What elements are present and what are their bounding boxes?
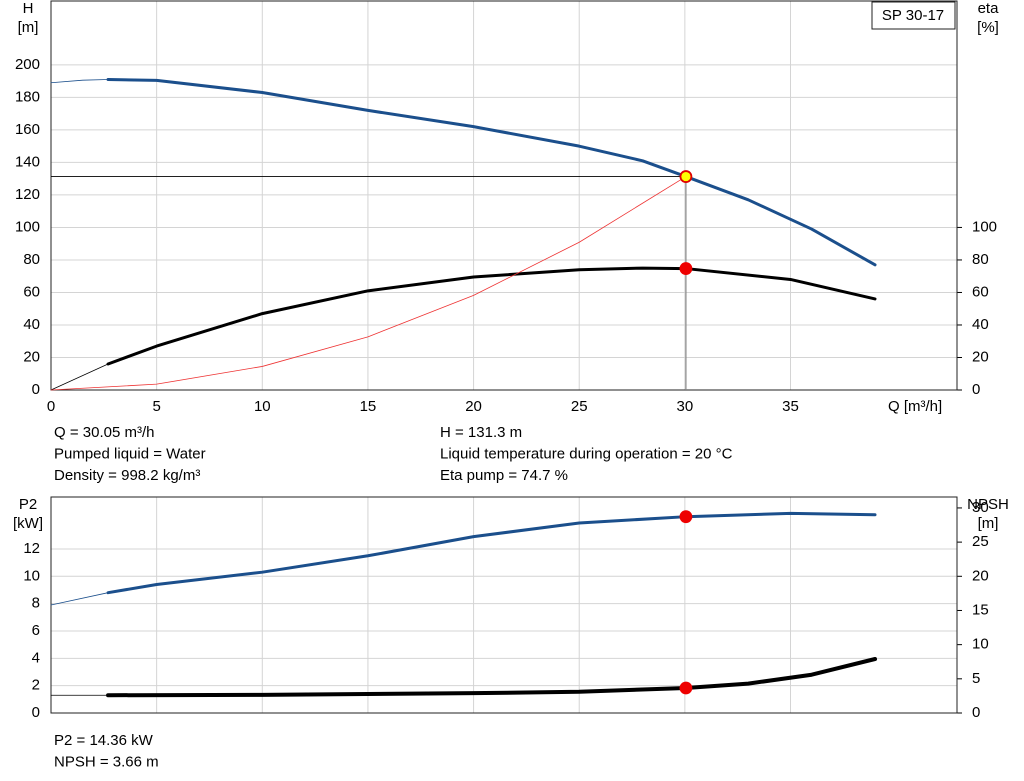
y-tick-label: 100 [15, 218, 40, 235]
info-text: H = 131.3 m [440, 424, 522, 441]
plot-frame [50, 0, 958, 391]
y2-axis-label: NPSH [967, 496, 1009, 513]
y-tick-label: 40 [23, 316, 40, 333]
y-axis-label: H [23, 0, 34, 17]
y2-axis-unit: [m] [978, 515, 999, 532]
y2-tick-label: 80 [972, 251, 989, 268]
x-tick-label: 5 [152, 398, 160, 415]
y-tick-label: 12 [23, 540, 40, 557]
y2-tick-label: 15 [972, 601, 989, 618]
curve [50, 363, 109, 391]
plot-area [51, 1, 957, 390]
y-tick-label: 10 [23, 567, 40, 584]
y2-axis-unit: [%] [977, 19, 999, 36]
curve [106, 78, 877, 267]
y2-tick-label: 0 [972, 381, 980, 398]
operating-point [679, 262, 693, 275]
y-tick-label: 2 [32, 677, 40, 694]
y-tick-label: 0 [32, 704, 40, 721]
y-tick-label: 120 [15, 186, 40, 203]
y-axis-unit: [kW] [13, 515, 43, 532]
y2-tick-label: 20 [972, 348, 989, 365]
y-axis-label: P2 [19, 496, 37, 513]
info-text: NPSH = 3.66 m [54, 753, 159, 770]
y2-tick-label: 25 [972, 533, 989, 550]
y-tick-label: 80 [23, 251, 40, 268]
y-tick-label: 140 [15, 153, 40, 170]
x-tick-label: 25 [571, 398, 588, 415]
info-text: Eta pump = 74.7 % [440, 467, 568, 484]
y-tick-label: 200 [15, 56, 40, 73]
chart-title: SP 30-17 [882, 7, 944, 24]
curve [106, 266, 877, 366]
y2-tick-label: 0 [972, 704, 980, 721]
curve [50, 176, 687, 391]
x-tick-label: 10 [254, 398, 271, 415]
y2-axis-label: eta [978, 0, 1000, 17]
info-text: Liquid temperature during operation = 20… [440, 445, 733, 462]
curve [50, 79, 109, 84]
info-text: Q = 30.05 m³/h [54, 424, 154, 441]
x-tick-label: 20 [465, 398, 482, 415]
y-tick-label: 6 [32, 622, 40, 639]
y-tick-label: 4 [32, 649, 40, 666]
operating-point [679, 510, 693, 524]
info-text: Pumped liquid = Water [54, 445, 206, 462]
y-tick-label: 20 [23, 348, 40, 365]
info-text: P2 = 14.36 kW [54, 732, 154, 749]
x-tick-label: 0 [47, 398, 55, 415]
y-tick-label: 180 [15, 88, 40, 105]
operating-point [679, 681, 693, 695]
curve [50, 592, 109, 606]
x-tick-label: 15 [360, 398, 377, 415]
plot-area [51, 497, 957, 713]
x-tick-label: 35 [782, 398, 799, 415]
curve [106, 657, 878, 698]
y2-tick-label: 5 [972, 670, 980, 687]
info-text: Density = 998.2 kg/m³ [54, 467, 200, 484]
y-axis-unit: [m] [18, 19, 39, 36]
curve [106, 511, 877, 595]
y2-tick-label: 20 [972, 567, 989, 584]
y2-tick-label: 40 [972, 316, 989, 333]
y2-tick-label: 60 [972, 283, 989, 300]
y-tick-label: 8 [32, 595, 40, 612]
y2-tick-label: 30 [972, 499, 989, 516]
x-axis-label: Q [m³/h] [888, 398, 942, 415]
operating-point [679, 170, 693, 183]
y2-tick-label: 10 [972, 636, 989, 653]
x-tick-label: 30 [677, 398, 694, 415]
y-tick-label: 160 [15, 121, 40, 138]
y2-tick-label: 100 [972, 218, 997, 235]
y-tick-label: 60 [23, 283, 40, 300]
y-tick-label: 0 [32, 381, 40, 398]
title-box [871, 1, 956, 30]
